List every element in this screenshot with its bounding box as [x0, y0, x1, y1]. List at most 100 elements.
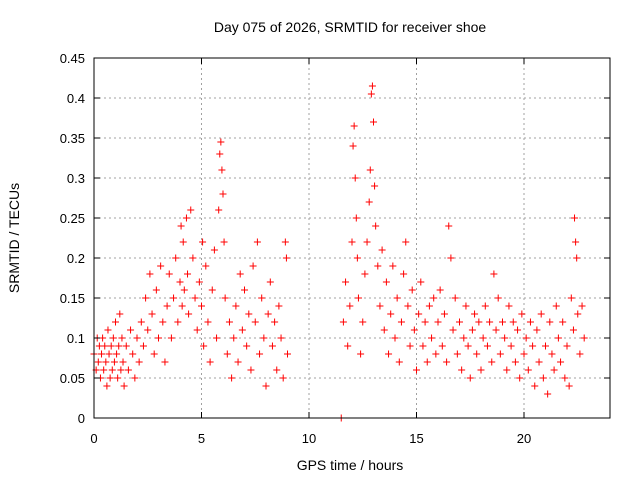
data-point [176, 278, 184, 286]
data-point [507, 342, 515, 350]
data-point [137, 318, 145, 326]
data-point [359, 318, 367, 326]
data-point [106, 374, 114, 382]
data-point [172, 254, 180, 262]
data-point [152, 286, 160, 294]
data-point [572, 238, 580, 246]
data-point [376, 302, 384, 310]
data-point [385, 350, 393, 358]
x-tick-label: 15 [409, 431, 423, 446]
data-point [473, 350, 481, 358]
y-tick-labels: 0 0.05 0.1 0.15 0.2 0.25 0.3 0.35 0.4 0.45 [60, 51, 85, 426]
data-point [578, 302, 586, 310]
data-point [514, 326, 522, 334]
data-point [103, 382, 111, 390]
data-point [382, 278, 390, 286]
data-point [421, 318, 429, 326]
data-point [563, 342, 571, 350]
data-point [221, 294, 229, 302]
data-point [119, 358, 127, 366]
data-point [542, 342, 549, 350]
data-point [389, 262, 397, 270]
data-point [139, 342, 147, 350]
data-point [509, 318, 517, 326]
data-point [550, 366, 558, 374]
data-point [260, 334, 268, 342]
data-point [417, 278, 425, 286]
data-point [574, 310, 582, 318]
data-point [397, 318, 405, 326]
data-point [374, 262, 382, 270]
data-point [113, 350, 121, 358]
data-point [253, 238, 261, 246]
data-point [415, 310, 423, 318]
data-point [184, 270, 192, 278]
data-point [400, 270, 408, 278]
data-point [518, 310, 526, 318]
data-point [230, 334, 238, 342]
data-point [220, 238, 228, 246]
data-point [179, 238, 187, 246]
data-point [576, 350, 584, 358]
data-point [346, 302, 354, 310]
data-point [456, 318, 463, 326]
data-point [436, 286, 444, 294]
data-point [503, 366, 511, 374]
data-point [580, 334, 588, 342]
data-point [516, 374, 524, 382]
data-point [180, 286, 188, 294]
data-point [533, 326, 541, 334]
data-point [284, 350, 291, 358]
data-point [352, 214, 360, 222]
data-point [344, 342, 352, 350]
data-point [371, 182, 379, 190]
data-point [268, 342, 276, 350]
data-point [481, 302, 489, 310]
data-point [559, 318, 567, 326]
data-point [353, 254, 361, 262]
x-axis-label: GPS time / hours [297, 457, 404, 473]
data-point [112, 318, 119, 326]
data-point [177, 222, 185, 230]
data-point [526, 318, 534, 326]
data-point [148, 310, 156, 318]
data-point [468, 326, 476, 334]
data-point [129, 350, 137, 358]
data-point [531, 382, 539, 390]
data-point [256, 350, 264, 358]
data-point [157, 262, 165, 270]
y-tick-label: 0.15 [60, 291, 85, 306]
data-point [490, 270, 498, 278]
data-point [571, 214, 579, 222]
data-point [247, 366, 255, 374]
data-point [216, 150, 224, 158]
data-point [440, 310, 448, 318]
data-point [511, 358, 519, 366]
tick-layer [93, 57, 610, 419]
data-point [150, 350, 158, 358]
data-point [161, 358, 169, 366]
data-point [522, 334, 530, 342]
data-point [122, 342, 130, 350]
data-point [182, 214, 190, 222]
data-point [488, 358, 496, 366]
data-point [187, 206, 195, 214]
data-point [107, 342, 115, 350]
data-point [561, 374, 569, 382]
data-point [466, 374, 474, 382]
data-point [238, 326, 246, 334]
data-point [210, 246, 218, 254]
data-point [539, 374, 547, 382]
data-point [102, 358, 110, 366]
data-point [228, 374, 236, 382]
data-point [98, 350, 106, 358]
data-point [208, 286, 216, 294]
data-point [191, 294, 199, 302]
data-point [471, 310, 479, 318]
data-point [142, 294, 150, 302]
x-tick-label: 10 [302, 431, 316, 446]
data-point [117, 366, 125, 374]
data-point [357, 350, 365, 358]
data-point [496, 350, 504, 358]
data-point [277, 334, 285, 342]
